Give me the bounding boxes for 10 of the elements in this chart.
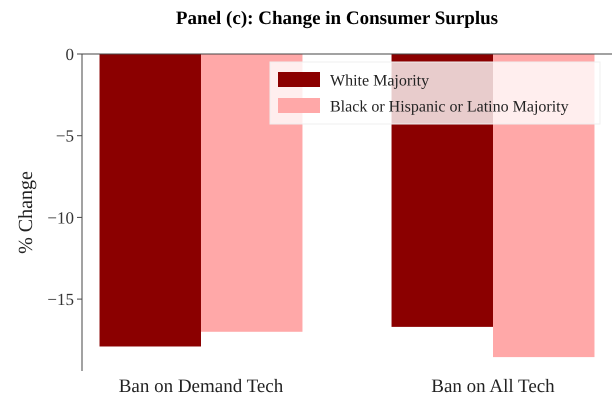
legend-label: Black or Hispanic or Latino Majority	[330, 98, 569, 116]
chart-title: Panel (c): Change in Consumer Surplus	[176, 8, 498, 29]
y-tick-label: −10	[47, 208, 74, 228]
y-tick-label: −5	[56, 126, 74, 146]
y-tick-label: −15	[47, 290, 74, 310]
legend-label: White Majority	[330, 72, 430, 90]
x-tick-label: Ban on All Tech	[431, 376, 556, 397]
y-tick-label: 0	[66, 44, 74, 64]
y-axis-title: % Change	[15, 171, 37, 254]
x-tick-label: Ban on Demand Tech	[118, 376, 284, 397]
